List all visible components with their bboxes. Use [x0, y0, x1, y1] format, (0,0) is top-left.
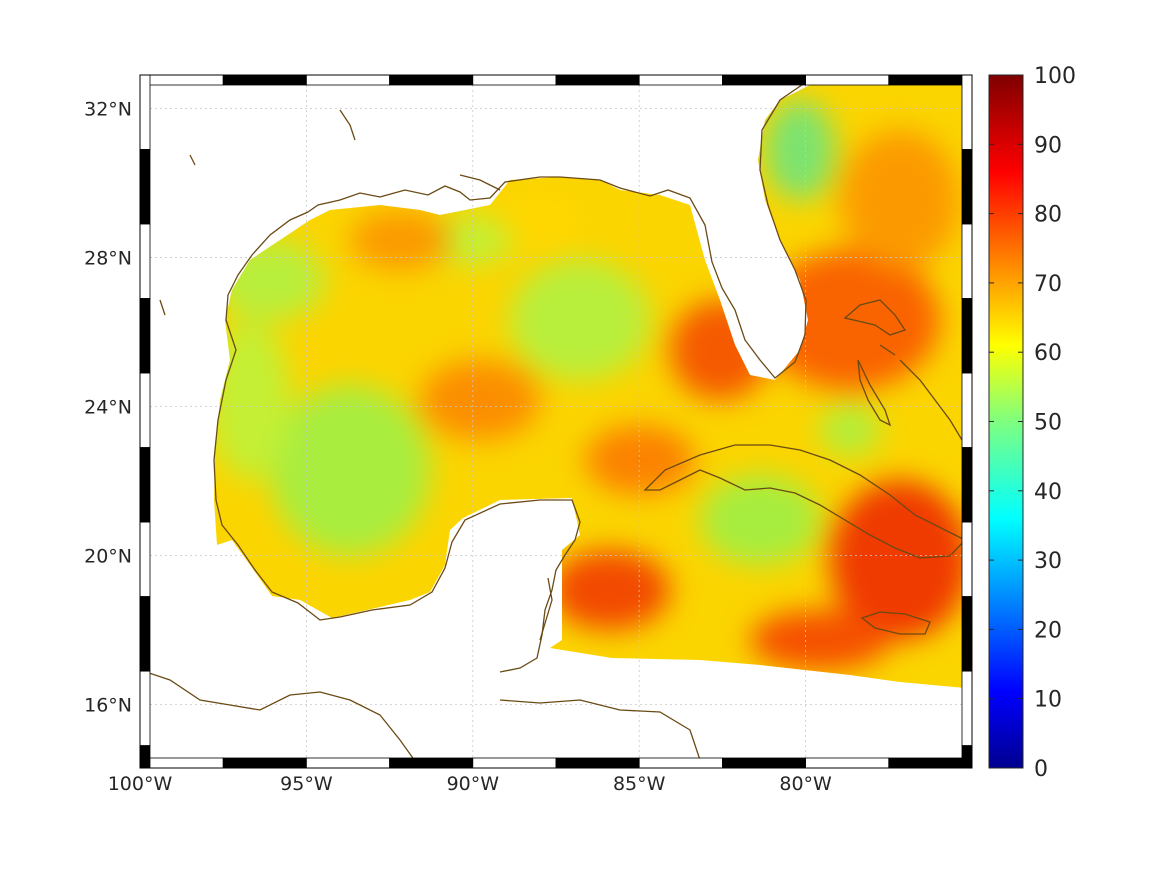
frame-segment-left — [139, 372, 151, 448]
field-patch-low — [270, 385, 430, 555]
frame-segment-bottom — [472, 757, 557, 769]
colorbar-tick-label: 50 — [1034, 411, 1062, 436]
frame-segment-top — [222, 74, 307, 86]
latitude-tick-labels: 32°N 28°N 24°N 20°N 16°N — [84, 99, 132, 717]
frame-segment-left — [139, 223, 151, 299]
colorbar-tick-label: 90 — [1034, 133, 1062, 158]
colorbar — [988, 74, 1024, 769]
frame-segment-right — [961, 670, 973, 747]
frame-segment-bottom — [139, 757, 224, 769]
frame-segment-right — [961, 447, 973, 523]
colorbar-tick-label: 0 — [1034, 757, 1048, 782]
colorbar-tick-label: 30 — [1034, 549, 1062, 574]
coastlines — [140, 75, 967, 768]
field-patch-high — [550, 550, 670, 630]
frame-segment-top — [555, 74, 640, 86]
frame-segment-bottom — [888, 757, 973, 769]
lat-tick-label: 24°N — [84, 397, 132, 419]
frame-segment-bottom — [222, 757, 307, 769]
map-frame — [139, 74, 973, 769]
colorbar-tick-label: 10 — [1034, 688, 1062, 713]
field-patch-high — [750, 610, 890, 670]
coastline-gulf-west — [307, 75, 816, 379]
frame-segment-left — [139, 149, 151, 225]
frame-segment-bottom — [805, 757, 890, 769]
field-patch-high — [840, 130, 960, 270]
field-patch-high — [830, 480, 965, 640]
frame-segment-top — [305, 74, 390, 86]
frame-segment-bottom — [555, 757, 640, 769]
field-patch-mid — [500, 195, 580, 245]
colorbar-tick-label: 20 — [1034, 618, 1062, 643]
frame-segment-left — [139, 298, 151, 374]
field-patch-high — [585, 425, 695, 495]
longitude-tick-labels: 100°W 95°W 90°W 85°W 80°W — [108, 773, 832, 795]
coastline-central-america — [140, 669, 421, 768]
frame-segment-left — [139, 745, 151, 769]
frame-segment-left — [139, 521, 151, 598]
frame-segment-bottom — [722, 757, 807, 769]
field-patch-low — [425, 215, 515, 265]
field-patch-low — [214, 320, 290, 480]
colorbar-tick-label: 70 — [1034, 272, 1062, 297]
coastline-texas-inlets — [159, 109, 501, 316]
frame-segment-right — [961, 596, 973, 672]
frame-segment-bottom — [638, 757, 723, 769]
coastline-honduras — [499, 699, 701, 761]
frame-outline — [139, 74, 973, 769]
field-patch-high — [350, 210, 450, 270]
lon-tick-label: 85°W — [613, 773, 666, 795]
frame-segment-right — [961, 149, 973, 225]
field-patch-low — [700, 475, 820, 565]
gridlines — [140, 75, 972, 768]
colorbar-tick-label: 40 — [1034, 480, 1062, 505]
coastline-bahamas — [843, 299, 963, 441]
lat-tick-label: 20°N — [84, 546, 132, 568]
frame-segment-top — [472, 74, 557, 86]
frame-segment-top — [805, 74, 890, 86]
lon-tick-label: 95°W — [280, 773, 333, 795]
frame-segment-top — [722, 74, 807, 86]
colorbar-tick-label: 60 — [1034, 341, 1062, 366]
frame-segment-right — [961, 521, 973, 598]
coastline-cuba — [643, 444, 967, 559]
coastline-mexico — [213, 211, 581, 673]
frame-segment-bottom — [389, 757, 474, 769]
field-patch-low — [510, 260, 650, 380]
frame-segment-right — [961, 298, 973, 374]
frame-segment-top — [638, 74, 723, 86]
frame-segment-top — [888, 74, 973, 86]
data-field-layer — [214, 85, 965, 688]
frame-segment-bottom — [305, 757, 390, 769]
colorbar-tick-label: 80 — [1034, 203, 1062, 228]
frame-segment-left — [139, 596, 151, 672]
frame-segment-left — [139, 670, 151, 747]
lat-tick-label: 28°N — [84, 248, 132, 270]
frame-segment-top — [139, 74, 224, 86]
frame-segment-right — [961, 372, 973, 448]
lon-tick-label: 90°W — [447, 773, 500, 795]
field-patch-low — [765, 100, 835, 200]
field-patch-high — [670, 300, 770, 400]
field-patch-low — [820, 405, 880, 455]
field-patch-low — [215, 240, 325, 320]
coastline-yucatan-islands — [539, 577, 553, 641]
lon-tick-label: 100°W — [108, 773, 173, 795]
frame-segment-right — [961, 74, 973, 150]
frame-segment-left — [139, 447, 151, 523]
frame-segment-left — [139, 74, 151, 150]
lat-tick-label: 16°N — [84, 695, 132, 717]
field-patch-high — [420, 360, 540, 440]
colorbar-tick-label: 100 — [1034, 64, 1076, 89]
frame-segment-right — [961, 745, 973, 769]
lat-tick-label: 32°N — [84, 99, 132, 121]
coastline-jamaica — [860, 611, 931, 635]
frame-segment-top — [389, 74, 474, 86]
frame-segment-right — [961, 223, 973, 299]
lon-tick-label: 80°W — [779, 773, 832, 795]
